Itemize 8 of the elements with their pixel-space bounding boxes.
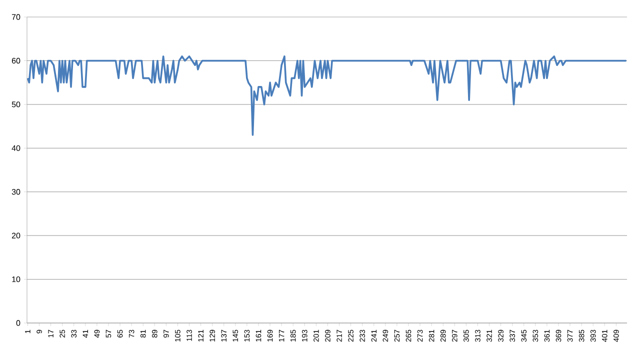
- y-tick-label: 50: [12, 102, 20, 108]
- y-tick-label: 60: [12, 58, 20, 64]
- y-tick-label: 10: [12, 276, 20, 282]
- y-tick-label: 40: [12, 145, 20, 151]
- y-tick-label: 30: [12, 189, 20, 195]
- y-tick-label: 70: [12, 14, 20, 20]
- y-tick-label: 0: [16, 320, 20, 326]
- y-tick-label: 20: [12, 232, 20, 238]
